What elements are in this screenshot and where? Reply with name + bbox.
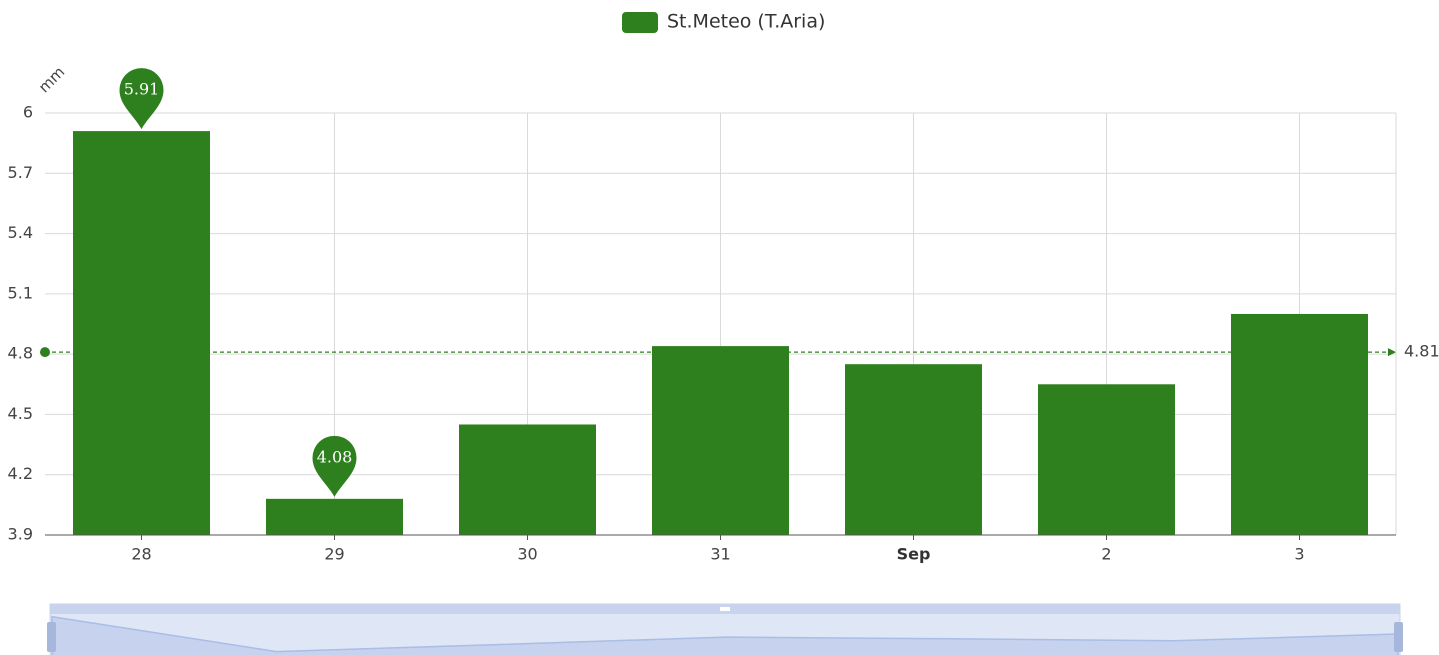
zoom-shadow [51,615,1399,655]
mark-point [119,68,164,130]
zoom-handle[interactable] [47,622,56,652]
mark-point-label: 4.08 [317,447,353,466]
y-tick-label: 4.5 [8,404,33,423]
x-tick-label: Sep [897,545,931,564]
y-tick-label: 5.4 [8,223,33,242]
x-tick-label: 2 [1101,545,1111,564]
mark-point [312,435,357,497]
bar [266,498,403,535]
y-tick-label: 4.2 [8,464,33,483]
y-tick-label: 3.9 [8,525,33,544]
bar [73,131,210,536]
y-tick-label: 6 [23,103,33,122]
y-tick-label: 4.8 [8,344,33,363]
legend-label[interactable]: St.Meteo (T.Aria) [667,11,825,33]
x-tick-label: 31 [710,545,730,564]
zoom-grip[interactable] [720,607,730,611]
bar [845,364,982,535]
zoom-handle[interactable] [1394,622,1403,652]
bar [459,424,596,535]
mark-point-label: 5.91 [124,80,160,99]
bar [1038,384,1175,535]
x-tick-label: 28 [131,545,151,564]
data-zoom[interactable] [47,603,1403,655]
y-tick-label: 5.1 [8,283,33,302]
bar [652,346,789,535]
legend-swatch[interactable] [622,12,658,33]
x-tick-label: 29 [324,545,344,564]
mark-line-start [40,347,50,358]
bar [1231,313,1368,535]
y-axis-label: mm [35,63,68,96]
x-tick-label: 30 [517,545,537,564]
mark-line-arrow [1388,348,1396,357]
y-tick-label: 5.7 [8,163,33,182]
x-tick-label: 3 [1294,545,1304,564]
mark-line-label: 4.81 [1404,342,1439,361]
